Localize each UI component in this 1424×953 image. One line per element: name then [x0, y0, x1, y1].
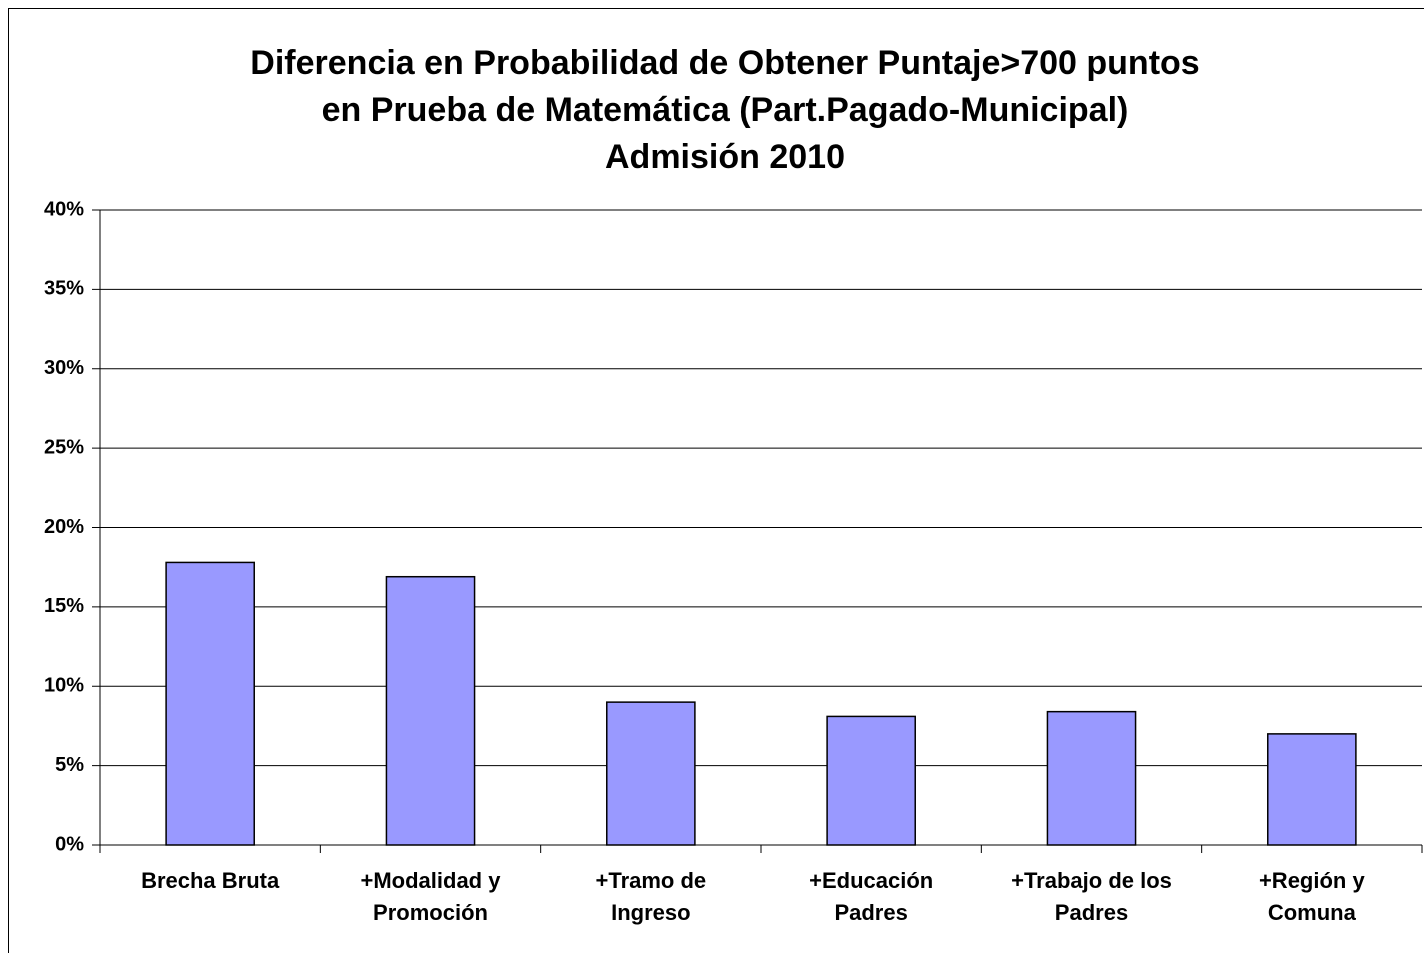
- y-tick-label: 25%: [44, 436, 84, 458]
- y-tick-label: 5%: [55, 754, 84, 776]
- y-tick-label: 30%: [44, 357, 84, 379]
- bar: [826, 715, 916, 846]
- x-tick-label: +Educación Padres: [809, 868, 934, 925]
- y-tick-label: 20%: [44, 516, 84, 538]
- bar: [606, 701, 696, 846]
- x-tick-label: +Trabajo de los Padres: [1011, 868, 1172, 925]
- bar: [1267, 733, 1357, 846]
- y-tick-label: 10%: [44, 675, 84, 697]
- chart-frame: [8, 8, 1424, 953]
- chart-title: en Prueba de Matemática (Part.Pagado-Mun…: [322, 91, 1129, 129]
- y-tick-label: 0%: [55, 833, 84, 855]
- y-tick-label: 35%: [44, 278, 84, 300]
- bar: [1046, 710, 1137, 846]
- x-tick-label: +Tramo de Ingreso: [595, 868, 707, 925]
- chart-title: Diferencia en Probabilidad de Obtener Pu…: [250, 44, 1199, 82]
- x-tick-label: +Región y Comuna: [1258, 868, 1365, 925]
- bar: [385, 575, 476, 846]
- bar: [165, 561, 255, 846]
- x-tick-label: +Modalidad y Promoción: [360, 868, 501, 925]
- y-tick-label: 15%: [44, 595, 84, 617]
- y-tick-label: 40%: [44, 198, 84, 220]
- x-tick-label: Brecha Bruta: [141, 868, 280, 893]
- chart-title: Admisión 2010: [605, 138, 845, 176]
